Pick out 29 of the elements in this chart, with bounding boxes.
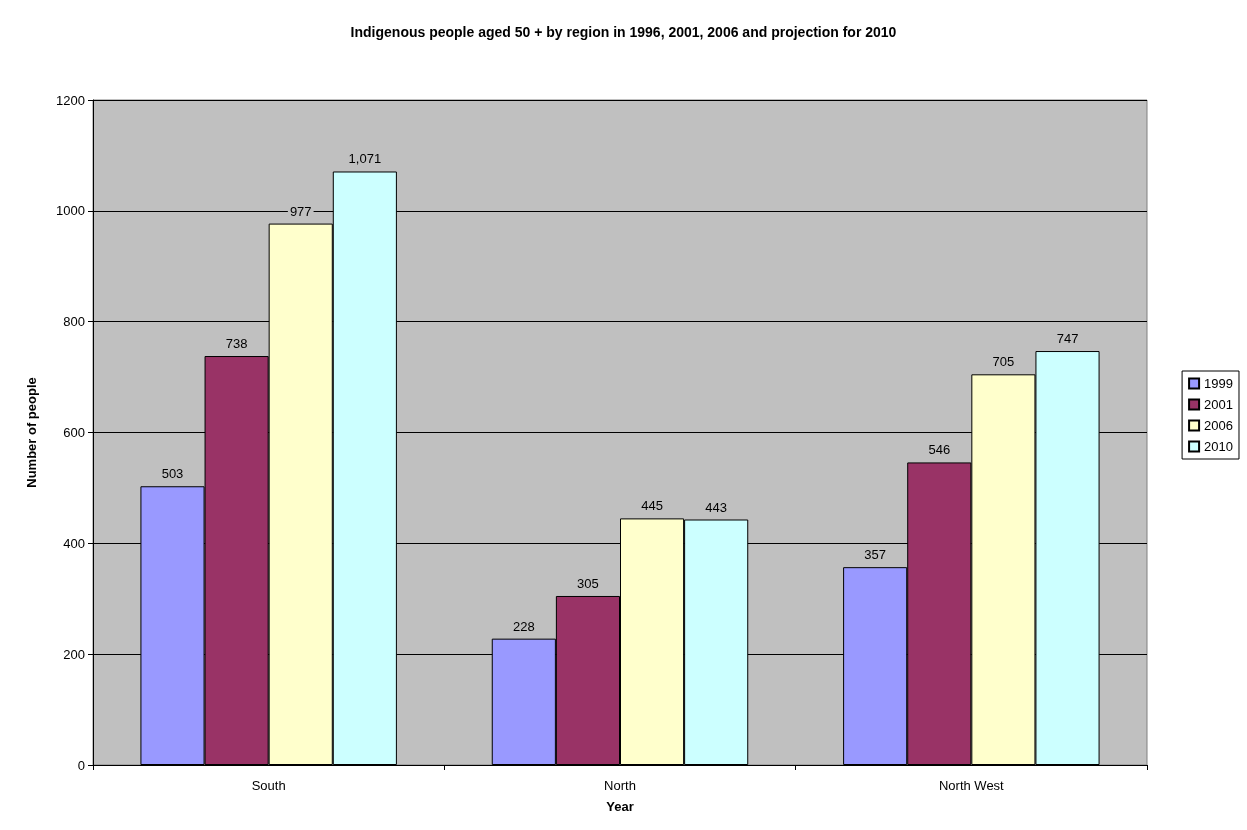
data-label: 977	[289, 203, 312, 219]
x-tick-label: South	[251, 778, 286, 793]
data-label: 305	[577, 575, 599, 591]
data-label: 705	[992, 354, 1015, 370]
y-tick-label: 800	[63, 314, 85, 330]
legend-label: 1999	[1204, 376, 1233, 391]
legend-label: 2006	[1204, 418, 1233, 433]
data-label: 747	[1056, 331, 1079, 347]
data-label: 443	[705, 499, 728, 515]
data-label: 1,071	[348, 151, 382, 167]
chart-title: Indigenous people aged 50 + by region in 1996, 2001, 2006 and projection for 2010	[350, 24, 897, 40]
legend-label: 2001	[1204, 397, 1233, 412]
data-label: 357	[864, 547, 887, 563]
y-tick-label: 1000	[56, 203, 85, 219]
data-label: 228	[512, 618, 535, 634]
y-axis-title: Number of people	[24, 377, 39, 488]
x-tick-label: North	[604, 778, 636, 793]
data-label: 738	[225, 336, 248, 352]
x-axis-title: Year	[606, 799, 634, 814]
y-tick-label: 0	[77, 757, 85, 773]
y-tick-label: 400	[63, 535, 85, 551]
data-label: 445	[641, 498, 663, 514]
data-label: 503	[161, 466, 184, 482]
y-tick-label: 1200	[56, 92, 85, 108]
legend-label: 2010	[1204, 439, 1233, 454]
y-tick-label: 200	[63, 646, 85, 662]
y-tick-label: 600	[63, 425, 85, 440]
x-tick-label: North West	[938, 778, 1005, 793]
data-label: 546	[928, 442, 951, 458]
